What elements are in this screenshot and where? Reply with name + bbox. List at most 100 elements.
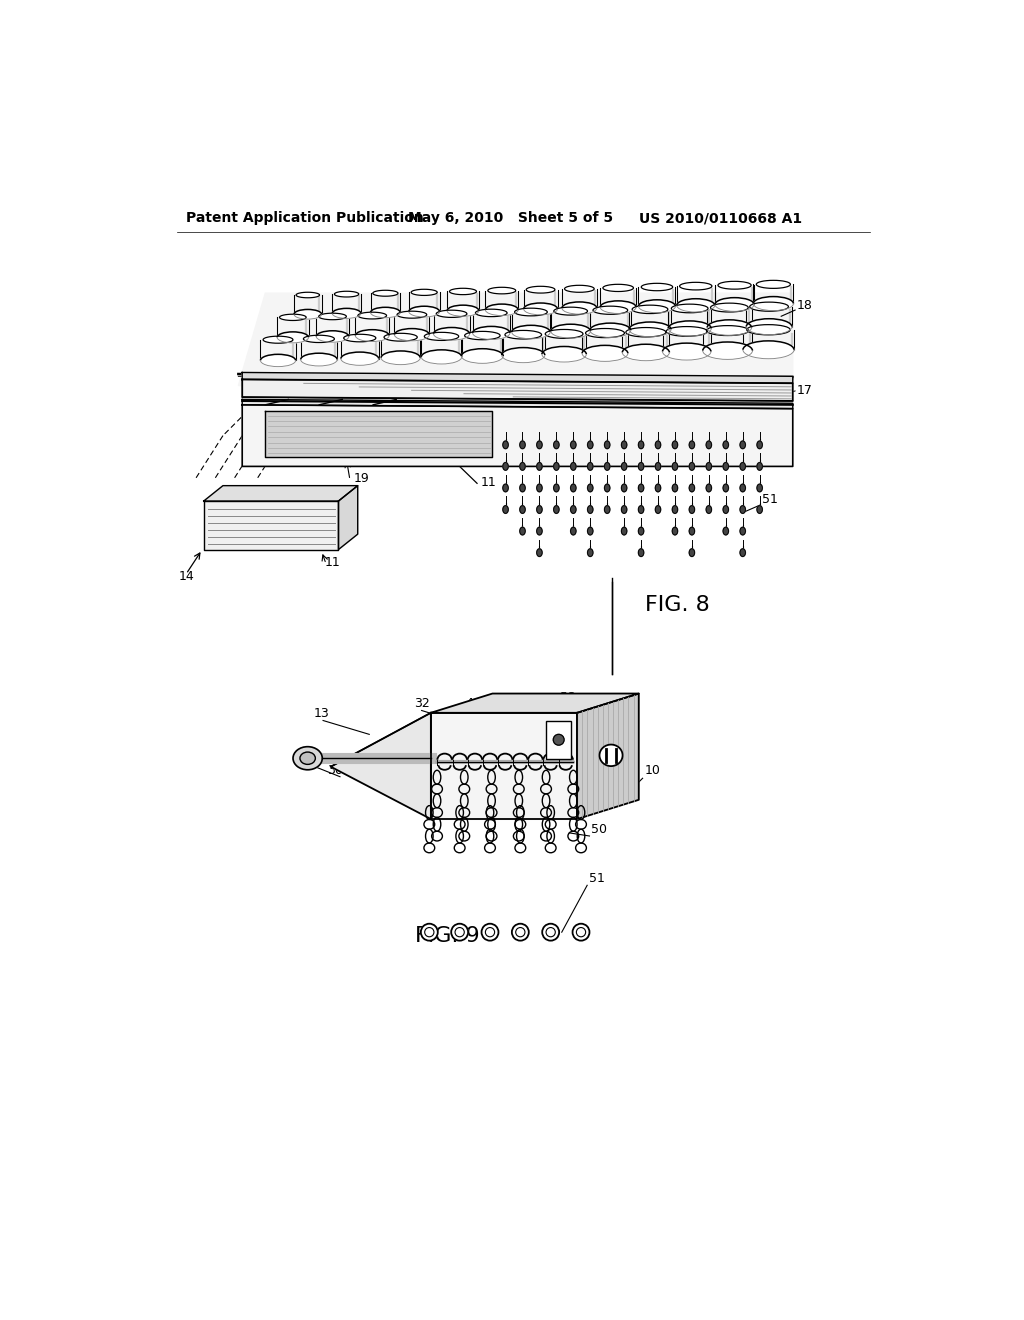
Ellipse shape [303,335,335,342]
Ellipse shape [708,319,752,335]
Polygon shape [204,502,339,549]
Ellipse shape [588,527,593,535]
Ellipse shape [280,314,306,321]
Ellipse shape [707,441,712,449]
Polygon shape [204,486,357,502]
Ellipse shape [757,280,791,288]
Text: 18: 18 [797,298,812,312]
Ellipse shape [520,484,525,492]
Ellipse shape [409,306,439,317]
Ellipse shape [341,352,379,366]
Ellipse shape [554,462,559,470]
Ellipse shape [757,506,762,513]
Ellipse shape [394,329,429,341]
Ellipse shape [622,462,627,470]
Ellipse shape [723,527,728,535]
Ellipse shape [680,282,712,290]
Ellipse shape [332,309,360,318]
Ellipse shape [689,462,694,470]
Text: 50: 50 [762,447,778,461]
Ellipse shape [667,326,708,337]
Ellipse shape [588,462,593,470]
Ellipse shape [638,506,644,513]
Ellipse shape [689,441,694,449]
Ellipse shape [300,752,315,764]
Text: 11: 11 [325,557,340,569]
Ellipse shape [570,506,577,513]
Ellipse shape [757,441,762,449]
Ellipse shape [641,284,673,290]
Ellipse shape [672,527,678,535]
Text: Patent Application Publication: Patent Application Publication [186,211,424,226]
Polygon shape [243,372,793,383]
Ellipse shape [599,744,623,766]
Ellipse shape [723,484,728,492]
Ellipse shape [677,298,715,312]
Ellipse shape [526,286,555,293]
Polygon shape [431,693,639,713]
Ellipse shape [655,441,660,449]
Ellipse shape [626,327,666,337]
Ellipse shape [603,284,634,292]
Ellipse shape [723,462,728,470]
Polygon shape [243,400,793,409]
Ellipse shape [655,462,660,470]
Ellipse shape [672,484,678,492]
Polygon shape [243,379,793,401]
Ellipse shape [622,484,627,492]
Text: 32: 32 [414,697,430,710]
Text: 54: 54 [571,701,588,714]
Ellipse shape [604,441,610,449]
Circle shape [572,924,590,941]
Ellipse shape [743,341,794,359]
Ellipse shape [588,506,593,513]
Ellipse shape [668,321,712,337]
Ellipse shape [462,348,503,363]
Ellipse shape [381,351,420,364]
Text: US 2010/0110668 A1: US 2010/0110668 A1 [639,211,802,226]
Ellipse shape [293,747,323,770]
Ellipse shape [465,331,500,339]
Ellipse shape [740,462,745,470]
Ellipse shape [672,441,678,449]
Text: 14: 14 [179,570,195,583]
Ellipse shape [702,342,753,359]
Polygon shape [339,486,357,549]
Ellipse shape [355,330,389,342]
Ellipse shape [520,506,525,513]
Ellipse shape [655,484,660,492]
Ellipse shape [604,462,610,470]
Ellipse shape [750,302,788,312]
Ellipse shape [436,310,467,317]
Ellipse shape [638,462,644,470]
Ellipse shape [520,527,525,535]
Polygon shape [431,713,578,818]
Text: 19: 19 [354,471,370,484]
Ellipse shape [707,462,712,470]
Ellipse shape [485,304,518,315]
Ellipse shape [629,322,671,337]
Ellipse shape [554,484,559,492]
Ellipse shape [604,506,610,513]
Ellipse shape [503,506,508,513]
Circle shape [553,734,564,744]
Text: 30: 30 [327,764,343,777]
Text: 11: 11 [481,475,497,488]
Text: 51: 51 [590,873,605,886]
Ellipse shape [638,441,644,449]
Ellipse shape [707,484,712,492]
Bar [547,721,571,759]
Ellipse shape [588,484,593,492]
Ellipse shape [545,330,583,338]
Ellipse shape [588,549,593,557]
Circle shape [421,924,438,941]
Text: 53: 53 [560,692,577,705]
Ellipse shape [318,313,346,319]
Ellipse shape [746,318,792,335]
Text: 10: 10 [645,764,660,777]
Ellipse shape [450,288,476,294]
Ellipse shape [447,305,479,317]
Ellipse shape [632,305,668,314]
Ellipse shape [586,329,625,338]
Ellipse shape [723,441,728,449]
